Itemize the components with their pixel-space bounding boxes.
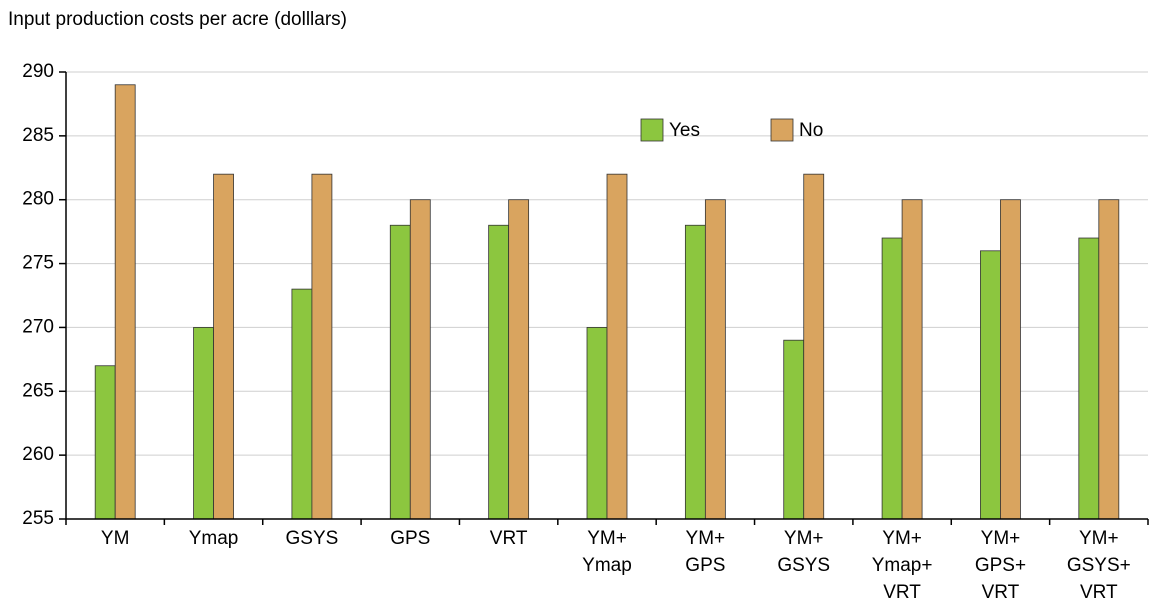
- bar: [881, 237, 903, 520]
- bar: [94, 365, 116, 520]
- x-tick-label: YM+ GSYS+ VRT: [1067, 528, 1131, 603]
- bar: [193, 327, 214, 520]
- x-tick-label: GPS: [390, 528, 430, 549]
- x-tick-label: YM+ GPS: [685, 528, 725, 576]
- bar: [114, 84, 136, 520]
- y-tick-label: 290: [22, 61, 54, 82]
- bar: [704, 199, 726, 520]
- x-tick-label: GSYS: [286, 528, 339, 549]
- bar: [389, 224, 411, 520]
- x-tick-label: VRT: [490, 528, 528, 549]
- x-tick-label: YM: [101, 528, 130, 549]
- bar: [783, 339, 805, 520]
- y-tick-label: 270: [22, 316, 54, 337]
- bar: [488, 224, 510, 520]
- bar: [508, 199, 530, 520]
- y-tick-label: 265: [22, 380, 54, 401]
- x-tick-label: YM+ GSYS: [777, 528, 830, 576]
- bar: [1098, 199, 1120, 520]
- bar: [684, 224, 706, 520]
- bar: [311, 173, 333, 520]
- y-tick-label: 285: [22, 125, 54, 146]
- bar: [291, 288, 313, 520]
- bar: [803, 173, 825, 520]
- x-tick-label: YM+ Ymap+ VRT: [872, 528, 933, 603]
- bar: [1078, 237, 1100, 520]
- y-tick-label: 280: [22, 189, 54, 210]
- bar: [980, 250, 1001, 520]
- x-tick-label: YM+ GPS+ VRT: [975, 528, 1026, 603]
- legend-swatch: [640, 118, 664, 142]
- bar: [409, 199, 431, 520]
- bar: [901, 199, 923, 520]
- y-tick-label: 260: [22, 444, 54, 465]
- legend-label: No: [799, 120, 823, 141]
- y-tick-label: 275: [22, 253, 54, 274]
- legend-swatch: [770, 118, 794, 142]
- x-tick-label: YM+ Ymap: [582, 528, 632, 576]
- bar: [213, 173, 234, 520]
- bar: [606, 173, 628, 520]
- chart-title: Input production costs per acre (dolllar…: [8, 9, 347, 30]
- bar: [1000, 199, 1021, 520]
- y-tick-label: 255: [22, 508, 54, 529]
- x-tick-label: Ymap: [189, 528, 239, 549]
- legend-label: Yes: [669, 120, 700, 141]
- bar: [586, 327, 608, 520]
